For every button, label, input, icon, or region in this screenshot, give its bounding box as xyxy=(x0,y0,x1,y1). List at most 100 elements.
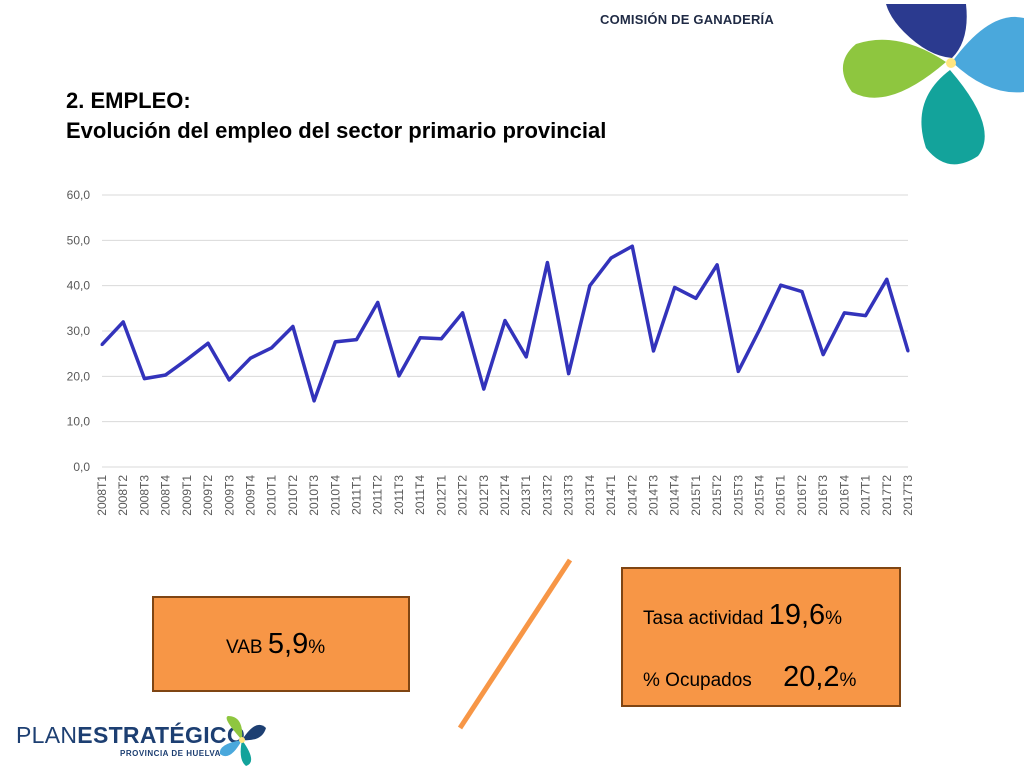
data-point xyxy=(885,277,889,281)
x-tick-label: 2015T1 xyxy=(689,475,703,516)
x-tick-label: 2012T3 xyxy=(477,475,491,516)
chart-gridlines xyxy=(102,194,908,468)
x-tick-label: 2013T2 xyxy=(540,475,554,516)
x-tick-label: 2009T3 xyxy=(222,475,236,516)
vab-value: 5,9 xyxy=(267,628,309,660)
x-tick-label: 2012T4 xyxy=(498,475,512,516)
data-point xyxy=(248,356,252,360)
x-tick-label: 2014T2 xyxy=(625,475,639,516)
data-point xyxy=(694,296,698,300)
x-tick-label: 2015T4 xyxy=(753,475,767,516)
x-tick-label: 2008T2 xyxy=(116,475,130,516)
x-tick-label: 2013T1 xyxy=(519,475,533,516)
employed-label: % Ocupados xyxy=(643,670,752,691)
data-point xyxy=(736,369,740,373)
series-polyline xyxy=(100,244,910,403)
data-point xyxy=(630,244,634,248)
employed-unit: % xyxy=(839,670,857,691)
x-tick-label: 2012T1 xyxy=(434,475,448,516)
x-tick-label: 2008T4 xyxy=(159,475,173,516)
plan-estrategico-logo: PLANESTRATÉGICO PROVINCIA DE HUELVA xyxy=(16,712,276,768)
activity-value: 19,6 xyxy=(768,599,826,631)
data-point xyxy=(800,290,804,294)
series-line xyxy=(100,244,910,403)
y-axis-ticks: 0,0 10,0 20,0 30,0 40,0 50,0 60,0 xyxy=(67,188,91,474)
vab-label: VAB xyxy=(226,637,263,658)
x-tick-label: 2009T2 xyxy=(201,475,215,516)
x-tick-label: 2009T4 xyxy=(243,475,257,516)
x-tick-label: 2012T2 xyxy=(456,475,470,516)
logo-subtitle: PROVINCIA DE HUELVA xyxy=(120,749,221,758)
data-point xyxy=(588,284,592,288)
activity-label: Tasa actividad xyxy=(643,608,764,629)
data-point xyxy=(355,338,359,342)
data-point xyxy=(333,340,337,344)
data-point xyxy=(482,387,486,391)
x-tick-label: 2011T3 xyxy=(392,475,406,515)
x-tick-label: 2014T4 xyxy=(668,475,682,516)
y-tick-label: 60,0 xyxy=(67,188,91,202)
employed-value: 20,2 xyxy=(783,661,840,693)
x-tick-label: 2013T3 xyxy=(562,475,576,516)
activity-unit: % xyxy=(825,608,843,629)
x-tick-label: 2015T2 xyxy=(710,475,724,516)
x-tick-label: 2010T2 xyxy=(286,475,300,516)
y-tick-label: 50,0 xyxy=(67,233,91,247)
data-point xyxy=(545,261,549,265)
employed-rate-row: % Ocupados 20,2% xyxy=(643,661,856,694)
x-tick-label: 2016T1 xyxy=(774,475,788,516)
x-tick-label: 2010T3 xyxy=(307,475,321,516)
logo-plan-text: PLAN xyxy=(16,722,78,748)
data-point xyxy=(609,256,613,260)
data-point xyxy=(524,355,528,359)
title-line-2: Evolución del empleo del sector primario… xyxy=(66,118,607,143)
divider-slash xyxy=(457,558,573,730)
commission-header: COMISIÓN DE GANADERÍA xyxy=(600,12,774,27)
data-point xyxy=(842,311,846,315)
employment-line-chart: 0,0 10,0 20,0 30,0 40,0 50,0 60,0 2008T1 2008T2… xyxy=(67,188,915,516)
x-tick-label: 2009T1 xyxy=(180,475,194,516)
x-tick-label: 2017T3 xyxy=(901,475,915,516)
x-axis-ticks: 2008T1 2008T2 2008T3 2008T4 2009T1 2009T2 2009… xyxy=(95,475,915,516)
data-point xyxy=(503,319,507,323)
slide-title: 2. EMPLEO: Evolución del empleo del sect… xyxy=(66,86,606,146)
data-point xyxy=(312,399,316,403)
x-tick-label: 2016T3 xyxy=(816,475,830,516)
data-point xyxy=(121,320,125,324)
data-point xyxy=(864,314,868,318)
x-tick-label: 2014T1 xyxy=(604,475,618,516)
data-point xyxy=(100,343,104,347)
x-tick-label: 2013T4 xyxy=(583,475,597,516)
y-tick-label: 0,0 xyxy=(73,460,90,474)
activity-rate-row: Tasa actividad 19,6% xyxy=(643,599,842,632)
y-tick-label: 40,0 xyxy=(67,279,91,293)
vab-box: VAB 5,9% xyxy=(152,596,410,692)
vab-unit: % xyxy=(308,637,326,658)
data-point xyxy=(567,372,571,376)
x-tick-label: 2016T4 xyxy=(837,475,851,516)
small-flower-icon xyxy=(219,716,266,766)
y-tick-label: 10,0 xyxy=(67,415,91,429)
x-tick-label: 2017T2 xyxy=(880,475,894,516)
x-tick-label: 2008T3 xyxy=(137,475,151,516)
data-point xyxy=(673,285,677,289)
y-tick-label: 20,0 xyxy=(67,369,91,383)
data-point xyxy=(376,300,380,304)
data-point xyxy=(906,349,910,353)
x-tick-label: 2010T1 xyxy=(265,475,279,516)
flower-logo-icon xyxy=(842,4,1024,165)
x-tick-label: 2010T4 xyxy=(328,475,342,516)
data-point xyxy=(651,349,655,353)
x-tick-label: 2011T4 xyxy=(413,475,427,515)
data-point xyxy=(758,328,762,332)
x-tick-label: 2016T2 xyxy=(795,475,809,516)
data-point xyxy=(164,373,168,377)
data-point xyxy=(439,337,443,341)
rates-box: Tasa actividad 19,6% % Ocupados 20,2% xyxy=(621,567,901,707)
x-tick-label: 2015T3 xyxy=(731,475,745,516)
x-tick-label: 2011T2 xyxy=(371,475,385,515)
data-point xyxy=(821,353,825,357)
data-point xyxy=(291,324,295,328)
x-tick-label: 2011T1 xyxy=(350,475,364,515)
data-point xyxy=(715,263,719,267)
